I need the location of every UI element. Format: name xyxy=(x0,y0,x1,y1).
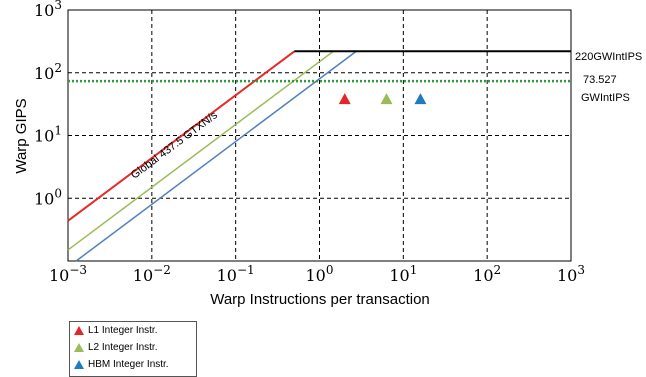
legend-label: L2 Integer Instr. xyxy=(88,342,158,353)
bandwidth-line-global xyxy=(67,50,295,222)
legend-item-l1: L1 Integer Instr. xyxy=(70,322,196,339)
x-tick-label: 103 xyxy=(557,263,585,285)
bandwidth-line-l2 xyxy=(67,50,334,251)
roof-label: 220GWIntIPS xyxy=(575,51,642,63)
legend-marker-icon xyxy=(74,326,84,335)
ceiling-label-unit: GWIntIPS xyxy=(581,92,630,104)
l1-marker xyxy=(338,93,351,105)
y-tick-label: 102 xyxy=(34,61,62,83)
ceiling-label-value: 73.527 xyxy=(583,74,617,86)
legend-item-l2: L2 Integer Instr. xyxy=(70,339,196,356)
y-axis-label: Warp GIPS xyxy=(13,98,30,173)
x-tick-label: 102 xyxy=(473,263,501,285)
series-lines xyxy=(67,50,571,262)
x-tick-label: 100 xyxy=(306,263,334,285)
y-tick-label: 100 xyxy=(34,186,62,208)
x-axis-label: Warp Instructions per transaction xyxy=(210,291,430,308)
x-tick-labels: 10−3 10−2 10−1 100 101 102 103 xyxy=(49,263,585,285)
legend-item-hbm: HBM Integer Instr. xyxy=(70,356,196,373)
y-tick-labels: 100 101 102 103 xyxy=(34,0,62,208)
roofline-chart: 10−3 10−2 10−1 100 101 102 103 100 101 102 103 Wa… xyxy=(13,0,642,308)
y-tick-label: 103 xyxy=(34,0,62,20)
y-tick-label: 101 xyxy=(34,124,62,146)
x-tick-label: 10−2 xyxy=(133,263,171,285)
legend-marker-icon xyxy=(74,360,84,369)
x-tick-label: 101 xyxy=(389,263,417,285)
x-tick-label: 10−1 xyxy=(217,263,255,285)
legend-label: HBM Integer Instr. xyxy=(88,359,169,370)
legend-label: L1 Integer Instr. xyxy=(88,325,158,336)
legend: L1 Integer Instr. L2 Integer Instr. HBM … xyxy=(69,321,197,377)
hbm-marker xyxy=(414,93,427,105)
data-points xyxy=(338,93,427,105)
x-tick-label: 10−3 xyxy=(49,263,87,285)
legend-marker-icon xyxy=(74,343,84,352)
bandwidth-line-hbm xyxy=(75,50,357,262)
l2-marker xyxy=(380,93,393,105)
